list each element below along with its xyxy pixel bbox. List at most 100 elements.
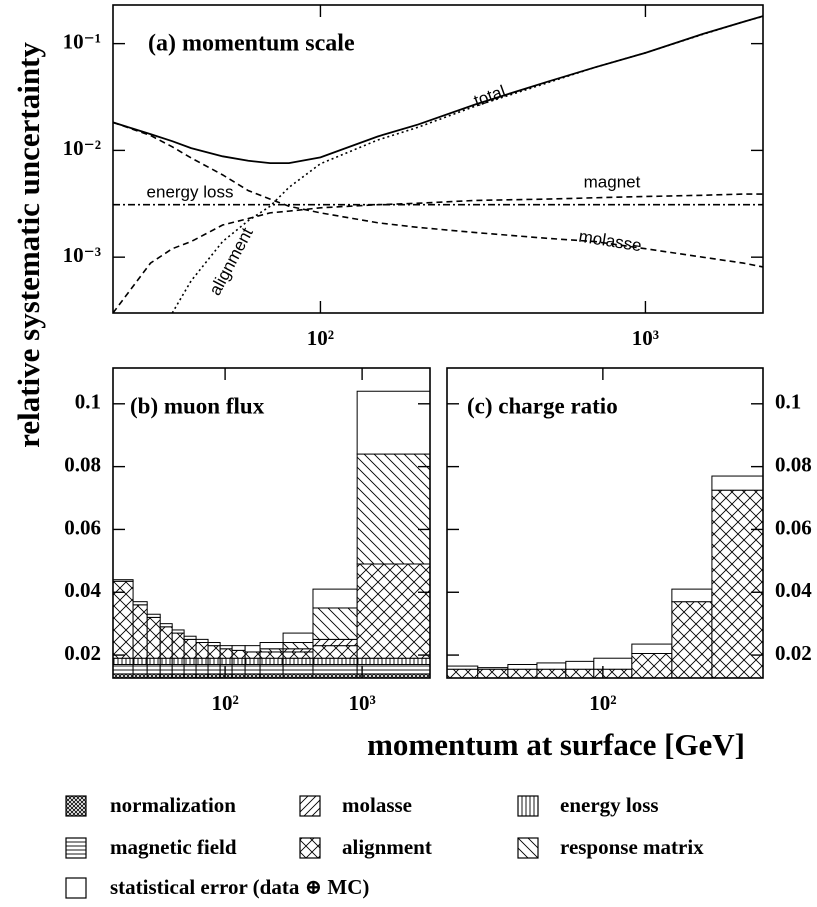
histogram-segment (312, 663, 358, 675)
histogram-segment (146, 673, 161, 678)
histogram-segment (507, 668, 538, 678)
plot-frame (112, 4, 764, 314)
histogram-segment (356, 563, 430, 659)
histogram-segment (183, 657, 197, 665)
legend-label: response matrix (560, 835, 704, 859)
histogram-segment (113, 579, 134, 582)
legend-label: normalization (110, 793, 236, 817)
histogram-segment (244, 657, 261, 665)
histogram-segment (356, 390, 430, 455)
histogram-segment (159, 623, 173, 628)
histogram-segment (207, 657, 221, 665)
y-tick-label: 10⁻² (63, 136, 101, 160)
histogram-segment (671, 601, 713, 678)
histogram-segment (195, 638, 209, 644)
legend-swatch (299, 837, 321, 859)
curve (171, 15, 763, 313)
histogram-segment (671, 588, 713, 603)
histogram-segment (195, 642, 209, 659)
y-axis-title: relative systematic uncertainty (11, 42, 46, 448)
legend-swatch (517, 837, 539, 859)
histogram-segment (146, 616, 161, 659)
histogram-segment (113, 673, 134, 678)
histogram-segment (146, 657, 161, 665)
histogram-segment (195, 673, 209, 678)
histogram-segment (356, 657, 430, 665)
histogram-segment (132, 601, 148, 606)
legend-label: statistical error (data ⊕ MC) (110, 875, 369, 899)
legend-swatch (65, 795, 87, 817)
histogram-segment (477, 667, 509, 670)
histogram-segment (312, 607, 358, 640)
histogram-segment (259, 657, 284, 665)
legend-label: energy loss (560, 793, 659, 817)
histogram-segment (711, 475, 763, 491)
histogram-segment (113, 663, 134, 675)
legend-label: alignment (342, 835, 432, 859)
legend-swatch (65, 837, 87, 859)
histogram-segment (207, 645, 221, 659)
y-tick-label: 0.02 (775, 641, 812, 665)
histogram-segment (631, 643, 673, 655)
histogram-segment (171, 629, 185, 634)
histogram-segment (282, 657, 314, 665)
histogram-segment (244, 663, 261, 675)
histogram-segment (447, 668, 479, 678)
y-tick-label: 0.1 (75, 390, 101, 414)
histogram-segment (171, 632, 185, 659)
y-tick-label: 0.06 (775, 515, 812, 539)
y-tick-label: 0.08 (775, 452, 812, 476)
histogram-segment (282, 673, 314, 678)
histogram-segment (171, 657, 185, 665)
legend-swatch (65, 877, 87, 899)
histogram-segment (219, 657, 233, 665)
histogram-segment (565, 660, 595, 670)
panel-title: (c) charge ratio (467, 393, 618, 418)
histogram-segment (447, 665, 479, 670)
histogram-segment (356, 453, 430, 565)
y-tick-label: 0.04 (775, 578, 812, 602)
x-axis-title: momentum at surface [GeV] (367, 727, 745, 762)
plot-frame (446, 367, 764, 679)
histogram-segment (219, 663, 233, 675)
legend-swatch (517, 795, 539, 817)
histogram-segment (132, 657, 148, 665)
y-tick-label: 0.04 (64, 578, 101, 602)
histogram-segment (132, 663, 148, 675)
y-tick-label: 0.02 (64, 641, 101, 665)
curve-label: magnet (584, 172, 641, 191)
x-tick-label: 10³ (632, 326, 659, 350)
curve-label: molasse (577, 227, 643, 256)
x-tick-label: 10² (307, 326, 334, 350)
histogram-segment (171, 673, 185, 678)
histogram-segment (159, 663, 173, 675)
curve (113, 121, 763, 268)
histogram-segment (312, 638, 358, 647)
histogram-segment (536, 668, 567, 678)
histogram-segment (183, 635, 197, 640)
histogram-segment (282, 663, 314, 675)
histogram-segment (183, 638, 197, 659)
histogram-segment (159, 673, 173, 678)
plot-area (447, 475, 763, 678)
histogram-segment (195, 657, 209, 665)
histogram-segment (195, 663, 209, 675)
histogram-segment (183, 673, 197, 678)
histogram-segment (231, 657, 246, 665)
histogram-segment (711, 489, 763, 678)
histogram-segment (231, 645, 246, 651)
curve-label: energy loss (147, 182, 234, 201)
histogram-segment (231, 649, 246, 659)
histogram-segment (631, 653, 673, 678)
histogram-segment (231, 663, 246, 675)
histogram-segment (171, 663, 185, 675)
histogram-segment (259, 663, 284, 675)
histogram-segment (219, 648, 233, 659)
histogram-segment (259, 642, 284, 650)
histogram-segment (536, 662, 567, 670)
histogram-segment (207, 663, 221, 675)
histogram-segment (132, 673, 148, 678)
curve-label: total (471, 82, 508, 111)
